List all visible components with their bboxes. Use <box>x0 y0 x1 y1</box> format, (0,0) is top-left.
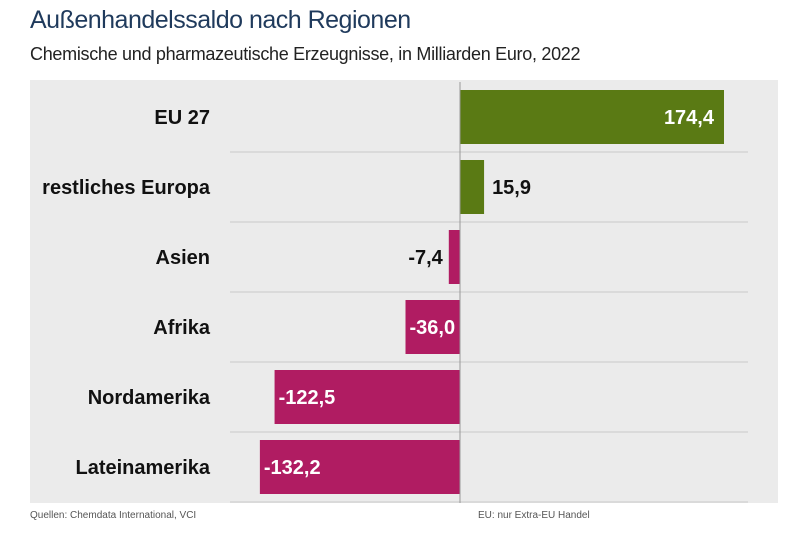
bar <box>274 370 460 424</box>
category-label: Afrika <box>153 317 211 339</box>
category-label: restliches Europa <box>42 177 211 199</box>
data-label: -122,5 <box>279 387 336 409</box>
category-label: EU 27 <box>154 107 210 129</box>
bar <box>448 230 460 284</box>
source-note: Quellen: Chemdata International, VCI <box>30 510 197 521</box>
data-label: -36,0 <box>410 317 456 339</box>
bar <box>259 440 460 494</box>
category-label: Nordamerika <box>88 387 211 409</box>
footnote: EU: nur Extra-EU Handel <box>478 510 590 521</box>
bar <box>460 160 485 214</box>
data-label: -7,4 <box>408 247 443 269</box>
bar <box>460 90 724 144</box>
category-label: Lateinamerika <box>75 457 210 479</box>
data-label: -132,2 <box>264 457 321 479</box>
category-label: Asien <box>156 247 210 269</box>
bar <box>405 300 460 354</box>
data-label: 174,4 <box>664 107 715 129</box>
data-label: 15,9 <box>492 177 531 199</box>
chart-title: Außenhandelssaldo nach Regionen <box>30 6 411 34</box>
chart-subtitle: Chemische und pharmazeutische Erzeugniss… <box>30 44 581 64</box>
